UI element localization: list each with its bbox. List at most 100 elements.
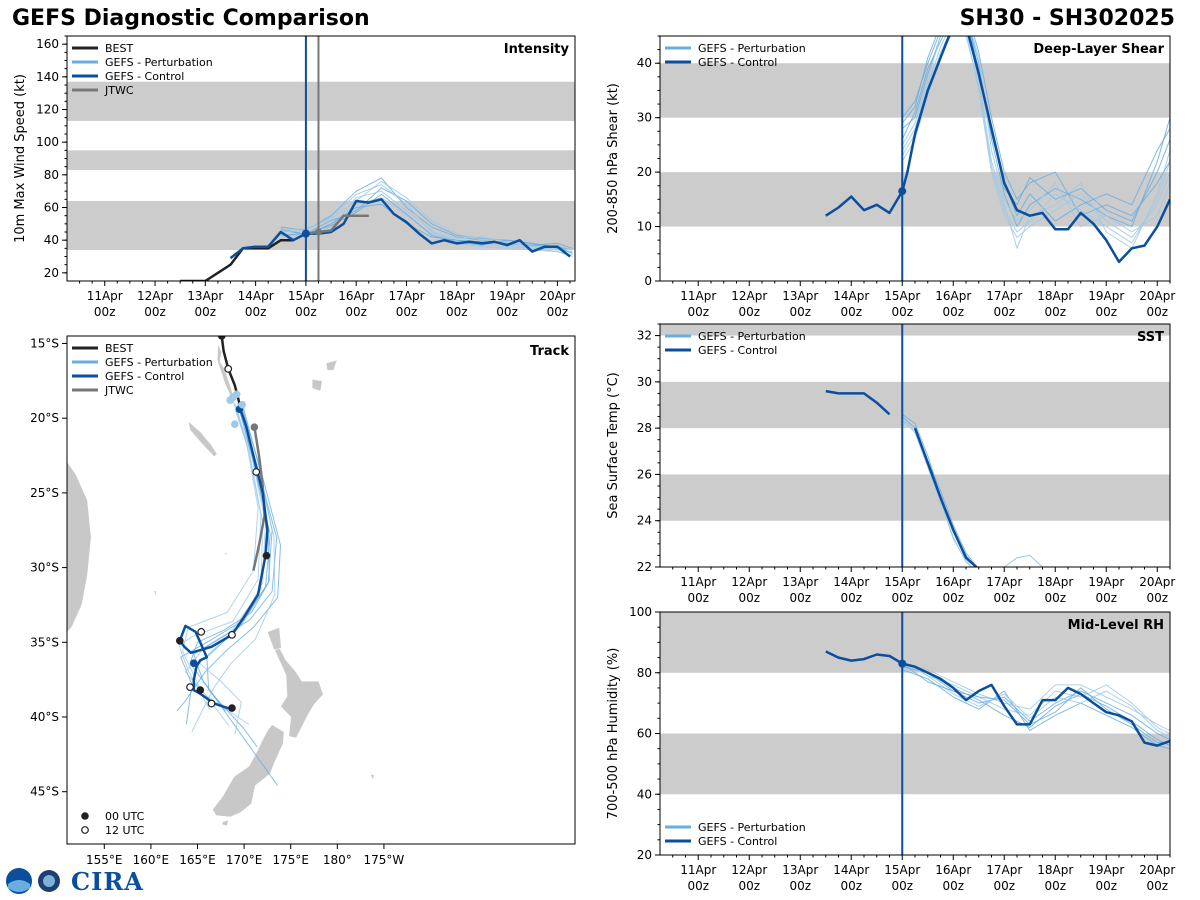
lon-tick-label: 165°E: [179, 853, 216, 867]
perturbation-line: [901, 36, 1170, 233]
track-marker-00utc: [250, 423, 259, 431]
y-tick-label: 22: [637, 560, 652, 574]
x-tick-label: 12Apr: [137, 289, 173, 303]
x-tick-label: 16Apr: [338, 289, 374, 303]
x-tick-label: 00z: [738, 879, 760, 893]
x-tick-label: 19Apr: [1088, 575, 1124, 589]
x-tick-label: 14Apr: [238, 289, 274, 303]
lon-tick-label: 170°E: [226, 853, 263, 867]
map-frame: [66, 335, 576, 845]
intensity-panel: 20 40 60 80 100 120 140 160 11Apr 00z 12Apr 00z 13Ap…: [13, 35, 576, 319]
x-tick-label: 20Apr: [1139, 863, 1175, 877]
x-tick-label: 00z: [789, 305, 811, 319]
x-tick-label: 00z: [1095, 879, 1117, 893]
perturbation-track: [189, 403, 270, 712]
vanuatu: [216, 343, 236, 405]
category-band: [660, 474, 1170, 521]
x-tick-label: 00z: [295, 305, 317, 319]
track-marker-00utc: [226, 396, 234, 405]
perturbation-line: [902, 666, 1170, 741]
x-tick-label: 00z: [687, 305, 709, 319]
y-tick-label: 32: [637, 329, 652, 343]
x-tick-label: 11Apr: [87, 289, 123, 303]
x-tick-label: 15Apr: [288, 289, 324, 303]
track-marker-00utc: [175, 637, 184, 645]
x-tick-label: 00z: [1095, 591, 1117, 605]
series-gefs-control: [825, 650, 1170, 747]
new-caledonia: [187, 420, 218, 458]
legend-label: 12 UTC: [105, 824, 145, 837]
nz-north-island: [268, 633, 324, 739]
perturbation-line: [901, 36, 1170, 222]
storm-id: SH30 - SH302025: [959, 6, 1175, 31]
panel-title: Intensity: [504, 42, 570, 57]
legend-label: JTWC: [104, 84, 134, 97]
track-marker-00utc: [196, 686, 205, 694]
lat-tick-label: 35°S: [30, 635, 59, 649]
legend-label: JTWC: [104, 384, 134, 397]
series-gefs-control: [913, 427, 979, 567]
track-plot: [67, 336, 376, 827]
x-tick-label: 13Apr: [782, 289, 818, 303]
y-tick-label: 20: [637, 848, 652, 862]
x-tick-label: 00z: [1146, 305, 1168, 319]
category-band: [660, 612, 1170, 673]
x-tick-label: 00z: [687, 591, 709, 605]
x-tick-label: 00z: [1146, 591, 1168, 605]
x-tick-label: 14Apr: [833, 575, 869, 589]
legend-marker-00utc: [81, 812, 89, 820]
x-tick-label: 00z: [195, 305, 217, 319]
legend-label: GEFS - Perturbation: [698, 330, 806, 343]
legend-label: GEFS - Perturbation: [698, 42, 806, 55]
panel-title: Track: [530, 344, 569, 359]
track-marker-00utc: [217, 336, 226, 340]
y-tick-label: 30: [637, 375, 652, 389]
lon-tick-label: 155°E: [86, 853, 123, 867]
lat-tick-label: 40°S: [30, 710, 59, 724]
x-tick-label: 00z: [942, 591, 964, 605]
y-tick-label: 30: [637, 111, 652, 125]
x-tick-label: 14Apr: [833, 289, 869, 303]
x-tick-label: 19Apr: [1088, 289, 1124, 303]
category-band: [660, 324, 1170, 336]
x-tick-label: 13Apr: [187, 289, 223, 303]
x-tick-label: 20Apr: [539, 289, 575, 303]
x-tick-label: 17Apr: [986, 575, 1022, 589]
x-tick-label: 11Apr: [680, 289, 716, 303]
y-tick-label: 120: [36, 103, 59, 117]
x-tick-label: 17Apr: [986, 289, 1022, 303]
x-tick-label: 00z: [144, 305, 166, 319]
perturbation-line: [280, 180, 573, 251]
y-axis-label: 200-850 hPa Shear (kt): [606, 83, 621, 234]
track-marker-00utc: [189, 659, 198, 668]
legend-label: BEST: [105, 342, 133, 355]
x-tick-label: 15Apr: [884, 289, 920, 303]
x-tick-label: 00z: [789, 879, 811, 893]
init-marker: [898, 659, 907, 668]
y-tick-label: 26: [637, 467, 652, 481]
y-tick-label: 0: [644, 274, 652, 288]
norfolk-island: [223, 552, 228, 557]
x-tick-label: 00z: [1044, 591, 1066, 605]
y-tick-label: 100: [629, 605, 652, 619]
x-tick-label: 00z: [1095, 305, 1117, 319]
y-axis-label: Sea Surface Temp (°C): [606, 372, 621, 519]
fiji-viti-levu: [311, 378, 323, 392]
perturbation-line: [902, 660, 1170, 737]
x-tick-label: 12Apr: [731, 575, 767, 589]
x-tick-label: 00z: [738, 591, 760, 605]
cira-wordmark: CIRA: [71, 866, 144, 896]
x-tick-label: 11Apr: [680, 863, 716, 877]
lon-tick-label: 160°E: [133, 853, 170, 867]
noaa-logo-icon: [6, 868, 60, 894]
x-tick-label: 19Apr: [489, 289, 525, 303]
perturbation-line: [280, 203, 573, 249]
track-marker-12utc: [197, 627, 206, 636]
perturbation-line: [280, 193, 573, 254]
x-tick-label: 12Apr: [731, 863, 767, 877]
y-tick-label: 140: [36, 70, 59, 84]
jtwc-marker: [314, 228, 322, 236]
x-tick-label: 15Apr: [884, 575, 920, 589]
x-tick-label: 00z: [345, 305, 367, 319]
legend-label: GEFS - Perturbation: [698, 821, 806, 834]
